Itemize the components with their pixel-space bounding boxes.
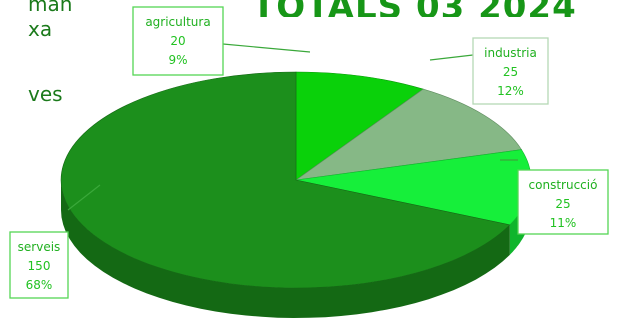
text-fragment-3: ves — [28, 82, 63, 106]
category-label-serveis: serveis — [18, 240, 61, 254]
leader-line-serveis — [67, 184, 101, 211]
category-label-industria: industria — [484, 46, 537, 60]
value-label-industria: 25 — [503, 65, 518, 79]
pie-slice-agricultura — [295, 71, 424, 181]
data-label-box — [517, 169, 609, 235]
percent-label-construcció: 11% — [550, 216, 577, 230]
category-label-agricultura: agricultura — [145, 15, 210, 29]
pie-slices — [60, 71, 532, 289]
text-fragment-2: xa — [28, 17, 53, 41]
category-label-construcció: construcció — [529, 178, 598, 192]
data-label-box — [132, 6, 224, 76]
pie-slice-serveis — [60, 71, 511, 289]
pie-side-serveis — [61, 180, 510, 318]
percent-label-agricultura: 9% — [168, 53, 187, 67]
value-label-serveis: 150 — [28, 259, 51, 273]
data-labels: agricultura 20 9% industria 25 12% construcció… — [9, 6, 609, 299]
pie-slice-industria — [295, 88, 523, 181]
leader-line-industria — [429, 54, 474, 61]
data-label-industria: industria 25 12% — [472, 37, 549, 105]
data-label-serveis: serveis 150 68% — [9, 231, 69, 299]
percent-label-industria: 12% — [497, 84, 524, 98]
leader-lines — [67, 43, 518, 211]
data-label-box — [472, 37, 549, 105]
data-label-agricultura: agricultura 20 9% — [132, 6, 224, 76]
data-label-construcció: construcció 25 11% — [517, 169, 609, 235]
slide-title-fragment: TOTALS 03 2024 — [252, 0, 617, 17]
text-fragment-1: man — [28, 0, 73, 16]
data-label-box — [9, 231, 69, 299]
percent-label-serveis: 68% — [26, 278, 53, 292]
value-label-agricultura: 20 — [170, 34, 185, 48]
leader-line-agricultura — [222, 43, 311, 53]
value-label-construcció: 25 — [555, 197, 570, 211]
